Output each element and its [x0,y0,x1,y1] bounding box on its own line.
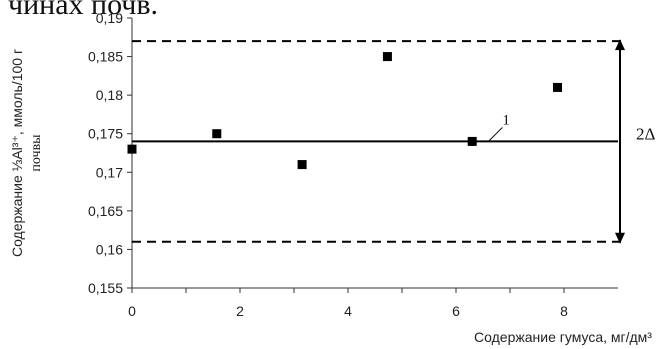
header-text-fragment: чинах почв. [8,0,158,21]
y-tick-label: 0,155 [88,280,123,296]
x-tick-label: 8 [560,303,568,319]
x-tick-label: 4 [344,303,352,319]
band-arrow-head-up [615,39,625,51]
y-tick-label: 0,175 [88,126,123,142]
y-tick-label: 0,17 [96,164,123,180]
band-arrow-head-down [615,232,625,244]
y-tick-label: 0,185 [88,49,123,65]
y-tick-label: 0,165 [88,203,123,219]
x-axis-label: Содержание гумуса, мг/дм³ [474,329,652,345]
plot-area: 0,155 0,16 0,165 0,17 0,175 0,18 0,185 0,19 0 2 4 6… [88,10,656,319]
band-label: 2Δ [636,124,656,143]
data-point [467,136,477,146]
y-axis-label-line2: почвы [29,134,44,172]
y-axis-label: Содержание ⅓Al³⁺, ммоль/100 г [9,49,25,257]
data-point [382,52,392,62]
y-tick-label: 0,16 [96,241,123,257]
data-point [297,160,307,170]
x-tick-label: 0 [128,303,136,319]
data-point [212,129,222,139]
x-tick-label: 6 [452,303,460,319]
mean-line-leader [488,127,503,142]
y-tick-label: 0,18 [96,87,123,103]
data-point [553,82,563,92]
mean-line-label: 1 [502,112,510,128]
x-tick-label: 2 [236,303,244,319]
y-tick-label: 0,19 [96,10,123,26]
data-point [127,144,137,154]
